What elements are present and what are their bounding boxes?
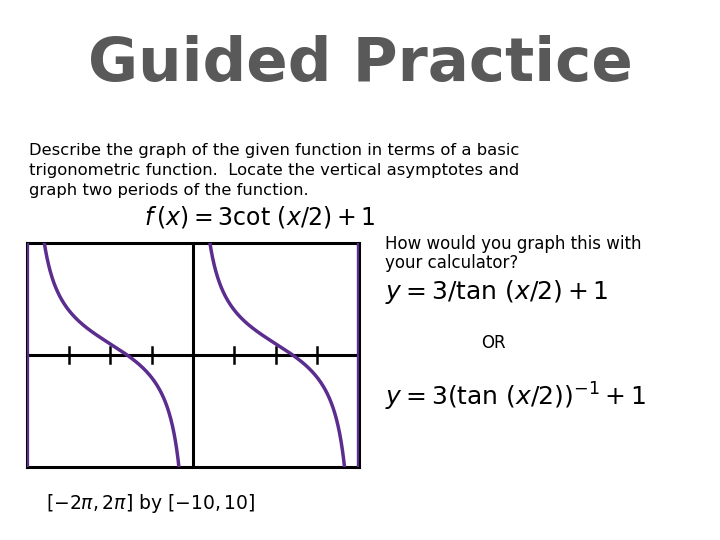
Text: your calculator?: your calculator? [385,254,518,272]
Text: $y = 3/\tan\,(x/2)+1$: $y = 3/\tan\,(x/2)+1$ [385,278,609,306]
Text: $y = 3\left(\tan\,(x/2)\right)^{-1}+1$: $y = 3\left(\tan\,(x/2)\right)^{-1}+1$ [385,381,647,413]
Text: Describe the graph of the given function in terms of a basic: Describe the graph of the given function… [29,143,519,158]
Text: $f\,(x) = 3\cot\,(x/2)+1$: $f\,(x) = 3\cot\,(x/2)+1$ [143,204,375,230]
Text: graph two periods of the function.: graph two periods of the function. [29,183,308,198]
Text: trigonometric function.  Locate the vertical asymptotes and: trigonometric function. Locate the verti… [29,163,519,178]
Text: OR: OR [481,334,505,352]
Text: $[-2\pi, 2\pi]$ by $[-10,10]$: $[-2\pi, 2\pi]$ by $[-10,10]$ [47,492,256,515]
Text: Guided Practice: Guided Practice [88,35,632,94]
Text: How would you graph this with: How would you graph this with [385,235,642,253]
